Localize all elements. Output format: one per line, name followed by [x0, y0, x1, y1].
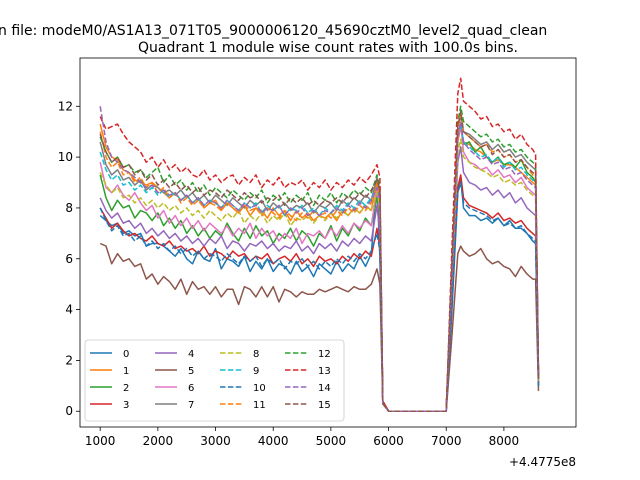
y-tick-label-10: 10: [58, 150, 73, 164]
x-offset-label: +4.4775e8: [509, 455, 576, 469]
x-tick-label-8000: 8000: [489, 434, 520, 448]
series-line-0: [99, 176, 540, 412]
legend-box: [84, 339, 345, 422]
x-tick-label-6000: 6000: [373, 434, 404, 448]
plot-frame: [79, 57, 577, 428]
y-tick-label-8: 8: [65, 201, 73, 215]
legend-label-1: 1: [123, 366, 129, 377]
legend-label-7: 7: [188, 400, 194, 411]
chart-title: Quadrant 1 module wise count rates with …: [138, 40, 518, 56]
legend-label-3: 3: [123, 400, 129, 411]
legend-label-10: 10: [253, 383, 266, 394]
y-axis: 0 2 4 6 8 10 12: [58, 99, 80, 418]
y-tick-label-0: 0: [65, 404, 73, 418]
x-tick-label-5000: 5000: [316, 434, 347, 448]
x-tick-label-7000: 7000: [431, 434, 462, 448]
legend-label-13: 13: [318, 366, 331, 377]
legend-label-9: 9: [253, 366, 259, 377]
legend-label-14: 14: [318, 383, 331, 394]
y-tick-label-4: 4: [65, 303, 73, 317]
legend-label-6: 6: [188, 383, 194, 394]
legend-label-11: 11: [253, 400, 266, 411]
series-line-13: [99, 77, 540, 412]
legend-label-8: 8: [253, 349, 259, 360]
x-tick-label-1000: 1000: [85, 434, 116, 448]
legend-label-5: 5: [188, 366, 194, 377]
legend-label-15: 15: [318, 400, 331, 411]
y-tick-label-2: 2: [65, 353, 73, 367]
series-line-4: [99, 146, 540, 412]
legend-label-2: 2: [123, 383, 129, 394]
y-tick-label-6: 6: [65, 252, 73, 266]
x-tick-label-2000: 2000: [143, 434, 174, 448]
series-line-3: [99, 174, 540, 412]
series-line-15: [99, 110, 540, 412]
x-axis: 1000 2000 3000 4000 5000 6000 7000 8000: [85, 427, 519, 448]
x-tick-label-4000: 4000: [258, 434, 289, 448]
series-line-12: [99, 105, 540, 412]
figure-suptitle: n file: modeM0/AS1A13_071T05_9000006120_…: [0, 23, 547, 39]
series-line-5: [99, 242, 540, 412]
x-tick-label-3000: 3000: [200, 434, 231, 448]
series-line-14: [99, 106, 540, 412]
legend-label-0: 0: [123, 349, 129, 360]
series-group: [99, 77, 540, 412]
legend-label-4: 4: [188, 349, 194, 360]
series-line-10: [99, 181, 540, 412]
y-tick-label-12: 12: [58, 99, 73, 113]
legend-label-12: 12: [318, 349, 331, 360]
series-line-8: [99, 138, 540, 412]
